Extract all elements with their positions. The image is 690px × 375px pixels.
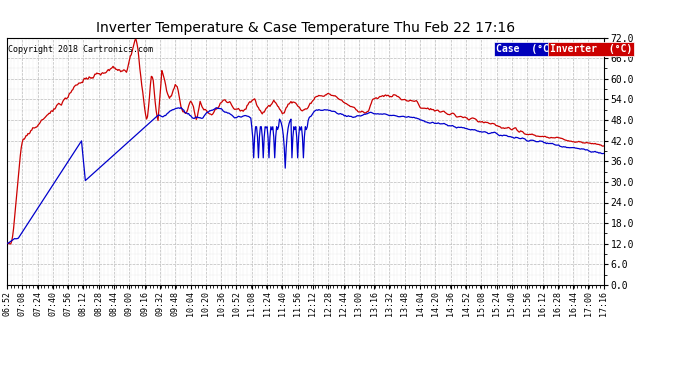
Text: Inverter  (°C): Inverter (°C) — [550, 44, 632, 54]
Text: Copyright 2018 Cartronics.com: Copyright 2018 Cartronics.com — [8, 45, 153, 54]
Text: Case  (°C): Case (°C) — [496, 44, 555, 54]
Title: Inverter Temperature & Case Temperature Thu Feb 22 17:16: Inverter Temperature & Case Temperature … — [96, 21, 515, 35]
